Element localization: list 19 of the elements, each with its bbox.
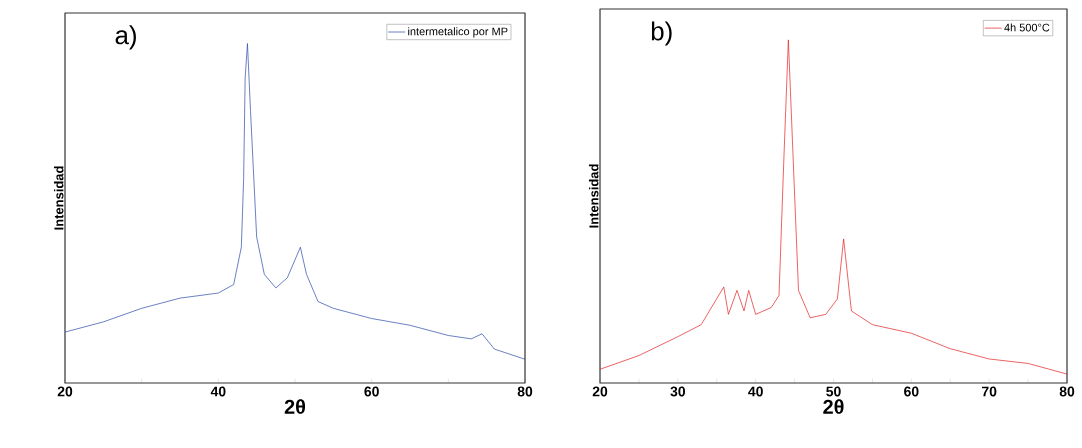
- x-tick-label: 20: [57, 386, 73, 397]
- chart-title: a): [115, 25, 136, 50]
- x-axis-title: 2θ: [284, 399, 306, 414]
- y-axis-title: Intensidad: [588, 164, 599, 228]
- x-tick-label: 50: [826, 386, 841, 397]
- y-axis-title: Intensidad: [53, 166, 64, 230]
- x-tick-label: 20: [592, 386, 608, 397]
- legend-label: intermetalico por MP: [408, 27, 508, 38]
- x-tick-label: 60: [364, 386, 379, 397]
- chart-title: b): [651, 21, 672, 46]
- x-tick-label: 40: [748, 386, 763, 397]
- x-tick-label: 70: [982, 386, 997, 397]
- x-tick-label: 60: [904, 386, 919, 397]
- x-axis-title: 2θ: [823, 399, 844, 414]
- x-tick-label: 30: [670, 386, 686, 397]
- x-tick-label: 40: [210, 386, 226, 397]
- legend-label: 4h 500°C: [1004, 23, 1050, 32]
- x-tick-label: 80: [1059, 386, 1075, 397]
- x-tick-label: 80: [517, 386, 533, 397]
